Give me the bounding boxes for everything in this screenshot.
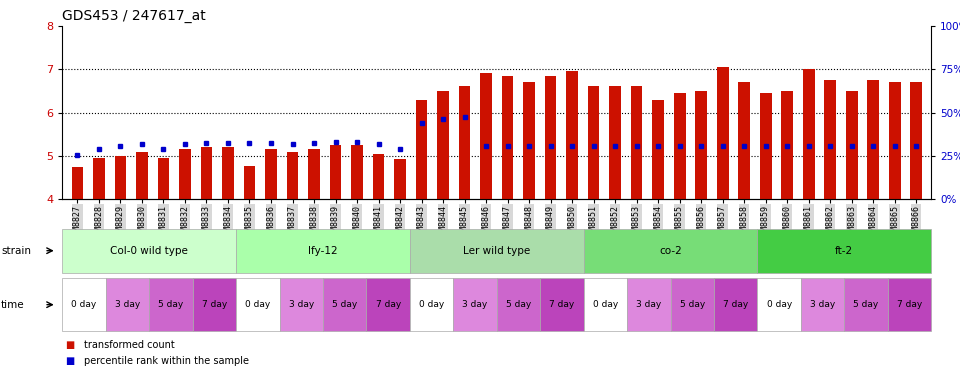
Bar (781, 91, 793, 199)
Text: ft-2: ft-2 (835, 246, 853, 256)
Text: 0 day: 0 day (71, 300, 97, 309)
Text: transformed count: transformed count (84, 340, 176, 350)
Bar (652, 100, 664, 199)
Bar (329, 145, 342, 199)
Text: 5 day: 5 day (506, 300, 531, 309)
Bar (72, 167, 84, 199)
Bar (695, 91, 707, 199)
Text: 3 day: 3 day (810, 300, 835, 309)
Text: GDS453 / 247617_at: GDS453 / 247617_at (62, 9, 206, 23)
Text: 0 day: 0 day (592, 300, 618, 309)
Bar (588, 86, 599, 199)
Bar (523, 82, 535, 199)
Bar (889, 82, 900, 199)
Bar (867, 80, 879, 199)
Bar (544, 76, 557, 199)
Text: 5 day: 5 day (332, 300, 357, 309)
Bar (201, 147, 212, 199)
Text: 7 day: 7 day (723, 300, 749, 309)
Text: 5 day: 5 day (680, 300, 705, 309)
Text: ■: ■ (65, 340, 75, 350)
Text: percentile rank within the sample: percentile rank within the sample (84, 355, 250, 366)
Bar (631, 86, 642, 199)
Text: 3 day: 3 day (636, 300, 661, 309)
Text: 0 day: 0 day (245, 300, 271, 309)
Bar (759, 93, 772, 199)
Bar (738, 82, 750, 199)
Bar (308, 149, 320, 199)
Bar (502, 76, 514, 199)
Bar (459, 86, 470, 199)
Text: 7 day: 7 day (375, 300, 401, 309)
Bar (372, 154, 384, 199)
Text: 5 day: 5 day (158, 300, 183, 309)
Bar (93, 158, 105, 199)
Bar (480, 74, 492, 199)
Text: 0 day: 0 day (419, 300, 444, 309)
Text: 5 day: 5 day (853, 300, 878, 309)
Bar (244, 165, 255, 199)
Bar (265, 149, 276, 199)
Bar (910, 82, 922, 199)
Bar (136, 152, 148, 199)
Text: 0 day: 0 day (766, 300, 792, 309)
Bar (157, 158, 169, 199)
Text: 3 day: 3 day (289, 300, 314, 309)
Bar (717, 67, 729, 199)
Bar (416, 100, 427, 199)
Text: 3 day: 3 day (463, 300, 488, 309)
Bar (437, 91, 449, 199)
Bar (351, 145, 363, 199)
Text: 3 day: 3 day (115, 300, 140, 309)
Text: ■: ■ (65, 355, 75, 366)
Bar (180, 149, 191, 199)
Bar (395, 159, 406, 199)
Text: co-2: co-2 (660, 246, 682, 256)
Bar (825, 80, 836, 199)
Bar (287, 152, 299, 199)
Bar (114, 156, 127, 199)
Bar (610, 86, 621, 199)
Text: Ler wild type: Ler wild type (463, 246, 531, 256)
Bar (566, 71, 578, 199)
Text: 7 day: 7 day (202, 300, 228, 309)
Text: strain: strain (1, 246, 31, 256)
Text: Col-0 wild type: Col-0 wild type (110, 246, 188, 256)
Text: 7 day: 7 day (549, 300, 575, 309)
Bar (222, 147, 234, 199)
Text: time: time (1, 300, 25, 310)
Bar (846, 91, 857, 199)
Bar (803, 69, 814, 199)
Text: 7 day: 7 day (897, 300, 923, 309)
Text: lfy-12: lfy-12 (308, 246, 338, 256)
Bar (674, 93, 685, 199)
